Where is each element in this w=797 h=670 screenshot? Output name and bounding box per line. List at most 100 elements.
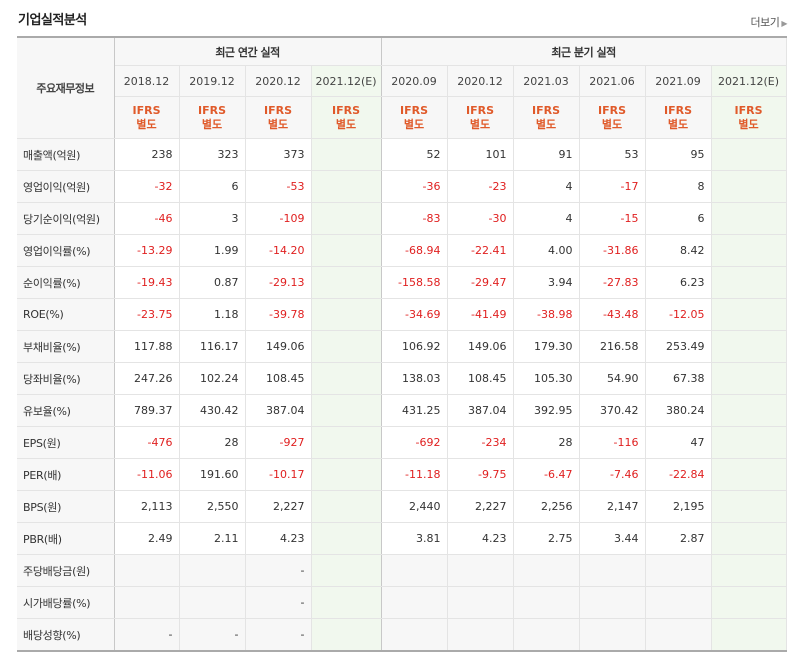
table-row: 당좌비율(%) 247.26 102.24 108.45 138.03 108.45 105… [17, 362, 787, 395]
period-header: 2018.12 [114, 65, 180, 97]
value-cell: 370.42 [579, 394, 646, 427]
value-cell [711, 234, 787, 267]
value-cell: 2.87 [645, 522, 712, 555]
value-cell [311, 490, 382, 523]
value-cell: 3.44 [579, 522, 646, 555]
annual-group-header: 최근 연간 실적 [114, 36, 382, 66]
ifrs-standard-label: IFRS [332, 103, 360, 117]
value-cell: -38.98 [513, 298, 580, 331]
value-cell: -29.47 [447, 266, 514, 299]
value-cell [711, 522, 787, 555]
value-cell: -41.49 [447, 298, 514, 331]
value-cell: 28 [179, 426, 246, 459]
value-cell: -31.86 [579, 234, 646, 267]
period-header: 2021.12(E) [711, 65, 787, 97]
ifrs-standard-label: IFRS [598, 103, 627, 117]
value-cell [447, 554, 514, 587]
row-label: 당좌비율(%) [17, 362, 115, 395]
value-cell: 102.24 [179, 362, 246, 395]
value-cell: -11.06 [114, 458, 180, 491]
value-cell [311, 362, 382, 395]
value-cell [711, 394, 787, 427]
value-cell [711, 554, 787, 587]
value-cell: 8.42 [645, 234, 712, 267]
row-label: ROE(%) [17, 298, 115, 331]
ifrs-header: IFRS 별도 [447, 96, 514, 139]
value-cell: -29.13 [245, 266, 312, 299]
value-cell: 238 [114, 138, 180, 171]
value-cell: 2,195 [645, 490, 712, 523]
value-cell: 191.60 [179, 458, 246, 491]
ifrs-header: IFRS 별도 [513, 96, 580, 139]
value-cell: 117.88 [114, 330, 180, 363]
value-cell: 323 [179, 138, 246, 171]
table-row: 순이익률(%) -19.43 0.87 -29.13 -158.58 -29.47 3.94… [17, 266, 787, 299]
row-label: 배당성향(%) [17, 618, 115, 652]
ifrs-standard-label: IFRS [132, 103, 161, 117]
value-cell: -158.58 [381, 266, 448, 299]
more-link[interactable]: 더보기 ▶ [750, 14, 787, 30]
value-cell [311, 586, 382, 619]
table-row: 부채비율(%) 117.88 116.17 149.06 106.92 149.06 179… [17, 330, 787, 363]
value-cell [311, 554, 382, 587]
row-label: PBR(배) [17, 522, 115, 555]
value-cell: -53 [245, 170, 312, 203]
ifrs-basis-label: 별도 [667, 117, 689, 131]
table-row: 영업이익(억원) -32 6 -53 -36 -23 4 -17 8 [17, 170, 787, 203]
value-cell [179, 586, 246, 619]
value-cell [447, 618, 514, 652]
ifrs-standard-label: IFRS [264, 103, 292, 117]
value-cell [711, 490, 787, 523]
value-cell: 4.23 [447, 522, 514, 555]
value-cell: -11.18 [381, 458, 448, 491]
value-cell: 108.45 [245, 362, 312, 395]
value-cell [311, 138, 382, 171]
table-row: 유보율(%) 789.37 430.42 387.04 431.25 387.04 392.… [17, 394, 787, 427]
value-cell: -927 [245, 426, 312, 459]
value-cell: 2,227 [245, 490, 312, 523]
value-cell [711, 618, 787, 652]
value-cell [179, 554, 246, 587]
value-cell: -7.46 [579, 458, 646, 491]
value-cell: 3.94 [513, 266, 580, 299]
value-cell: 216.58 [579, 330, 646, 363]
ifrs-basis-label: 별도 [201, 117, 223, 131]
value-cell: 67.38 [645, 362, 712, 395]
value-cell [311, 170, 382, 203]
value-cell [711, 458, 787, 491]
value-cell: 53 [579, 138, 646, 171]
ifrs-standard-label: IFRS [400, 103, 429, 117]
value-cell [579, 618, 646, 652]
value-cell: 4 [513, 170, 580, 203]
value-cell [579, 554, 646, 587]
value-cell [311, 266, 382, 299]
period-header: 2019.12 [179, 65, 246, 97]
value-cell: 91 [513, 138, 580, 171]
value-cell [114, 554, 180, 587]
value-cell [114, 586, 180, 619]
value-cell [311, 234, 382, 267]
period-header: 2020.12 [447, 65, 514, 97]
period-header: 2020.12 [245, 65, 312, 97]
value-cell [311, 298, 382, 331]
value-cell: -83 [381, 202, 448, 235]
ifrs-standard-label: IFRS [734, 103, 763, 117]
value-cell [311, 394, 382, 427]
value-cell: -68.94 [381, 234, 448, 267]
value-cell: 6.23 [645, 266, 712, 299]
value-cell: 95 [645, 138, 712, 171]
value-cell: - [245, 618, 312, 652]
value-cell [645, 586, 712, 619]
row-label: 영업이익률(%) [17, 234, 115, 267]
chevron-right-icon: ▶ [781, 19, 787, 28]
value-cell: -27.83 [579, 266, 646, 299]
value-cell: 2,550 [179, 490, 246, 523]
row-label: 주당배당금(원) [17, 554, 115, 587]
row-label: 순이익률(%) [17, 266, 115, 299]
row-label: EPS(원) [17, 426, 115, 459]
value-cell [711, 170, 787, 203]
value-cell: -32 [114, 170, 180, 203]
ifrs-header: IFRS 별도 [711, 96, 787, 139]
value-cell: -9.75 [447, 458, 514, 491]
value-cell [513, 618, 580, 652]
